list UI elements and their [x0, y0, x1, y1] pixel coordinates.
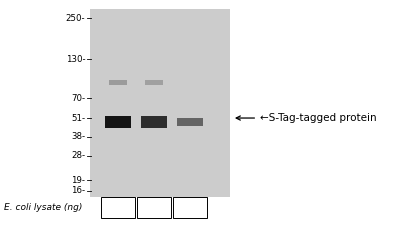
Text: ←S-Tag-tagged protein: ←S-Tag-tagged protein	[236, 113, 377, 123]
Text: 70-: 70-	[71, 93, 85, 103]
Text: 130-: 130-	[66, 55, 85, 64]
Bar	[173, 197, 207, 218]
Bar	[177, 118, 203, 126]
Text: 50: 50	[184, 203, 196, 212]
Text: 100: 100	[145, 203, 163, 212]
Bar	[145, 80, 163, 85]
Text: 28-: 28-	[71, 151, 85, 160]
Bar	[105, 116, 131, 128]
Text: 19-: 19-	[71, 176, 85, 185]
Text: 16-: 16-	[71, 186, 85, 195]
Bar	[109, 80, 127, 85]
Bar	[141, 116, 167, 128]
Text: E. coli lysate (ng): E. coli lysate (ng)	[4, 203, 82, 212]
Text: 250-: 250-	[66, 14, 85, 23]
Text: 38-: 38-	[71, 132, 85, 141]
Bar	[101, 197, 135, 218]
Bar	[137, 197, 171, 218]
Text: 51-: 51-	[71, 114, 85, 123]
Bar	[90, 9, 230, 197]
Text: 200: 200	[109, 203, 127, 212]
